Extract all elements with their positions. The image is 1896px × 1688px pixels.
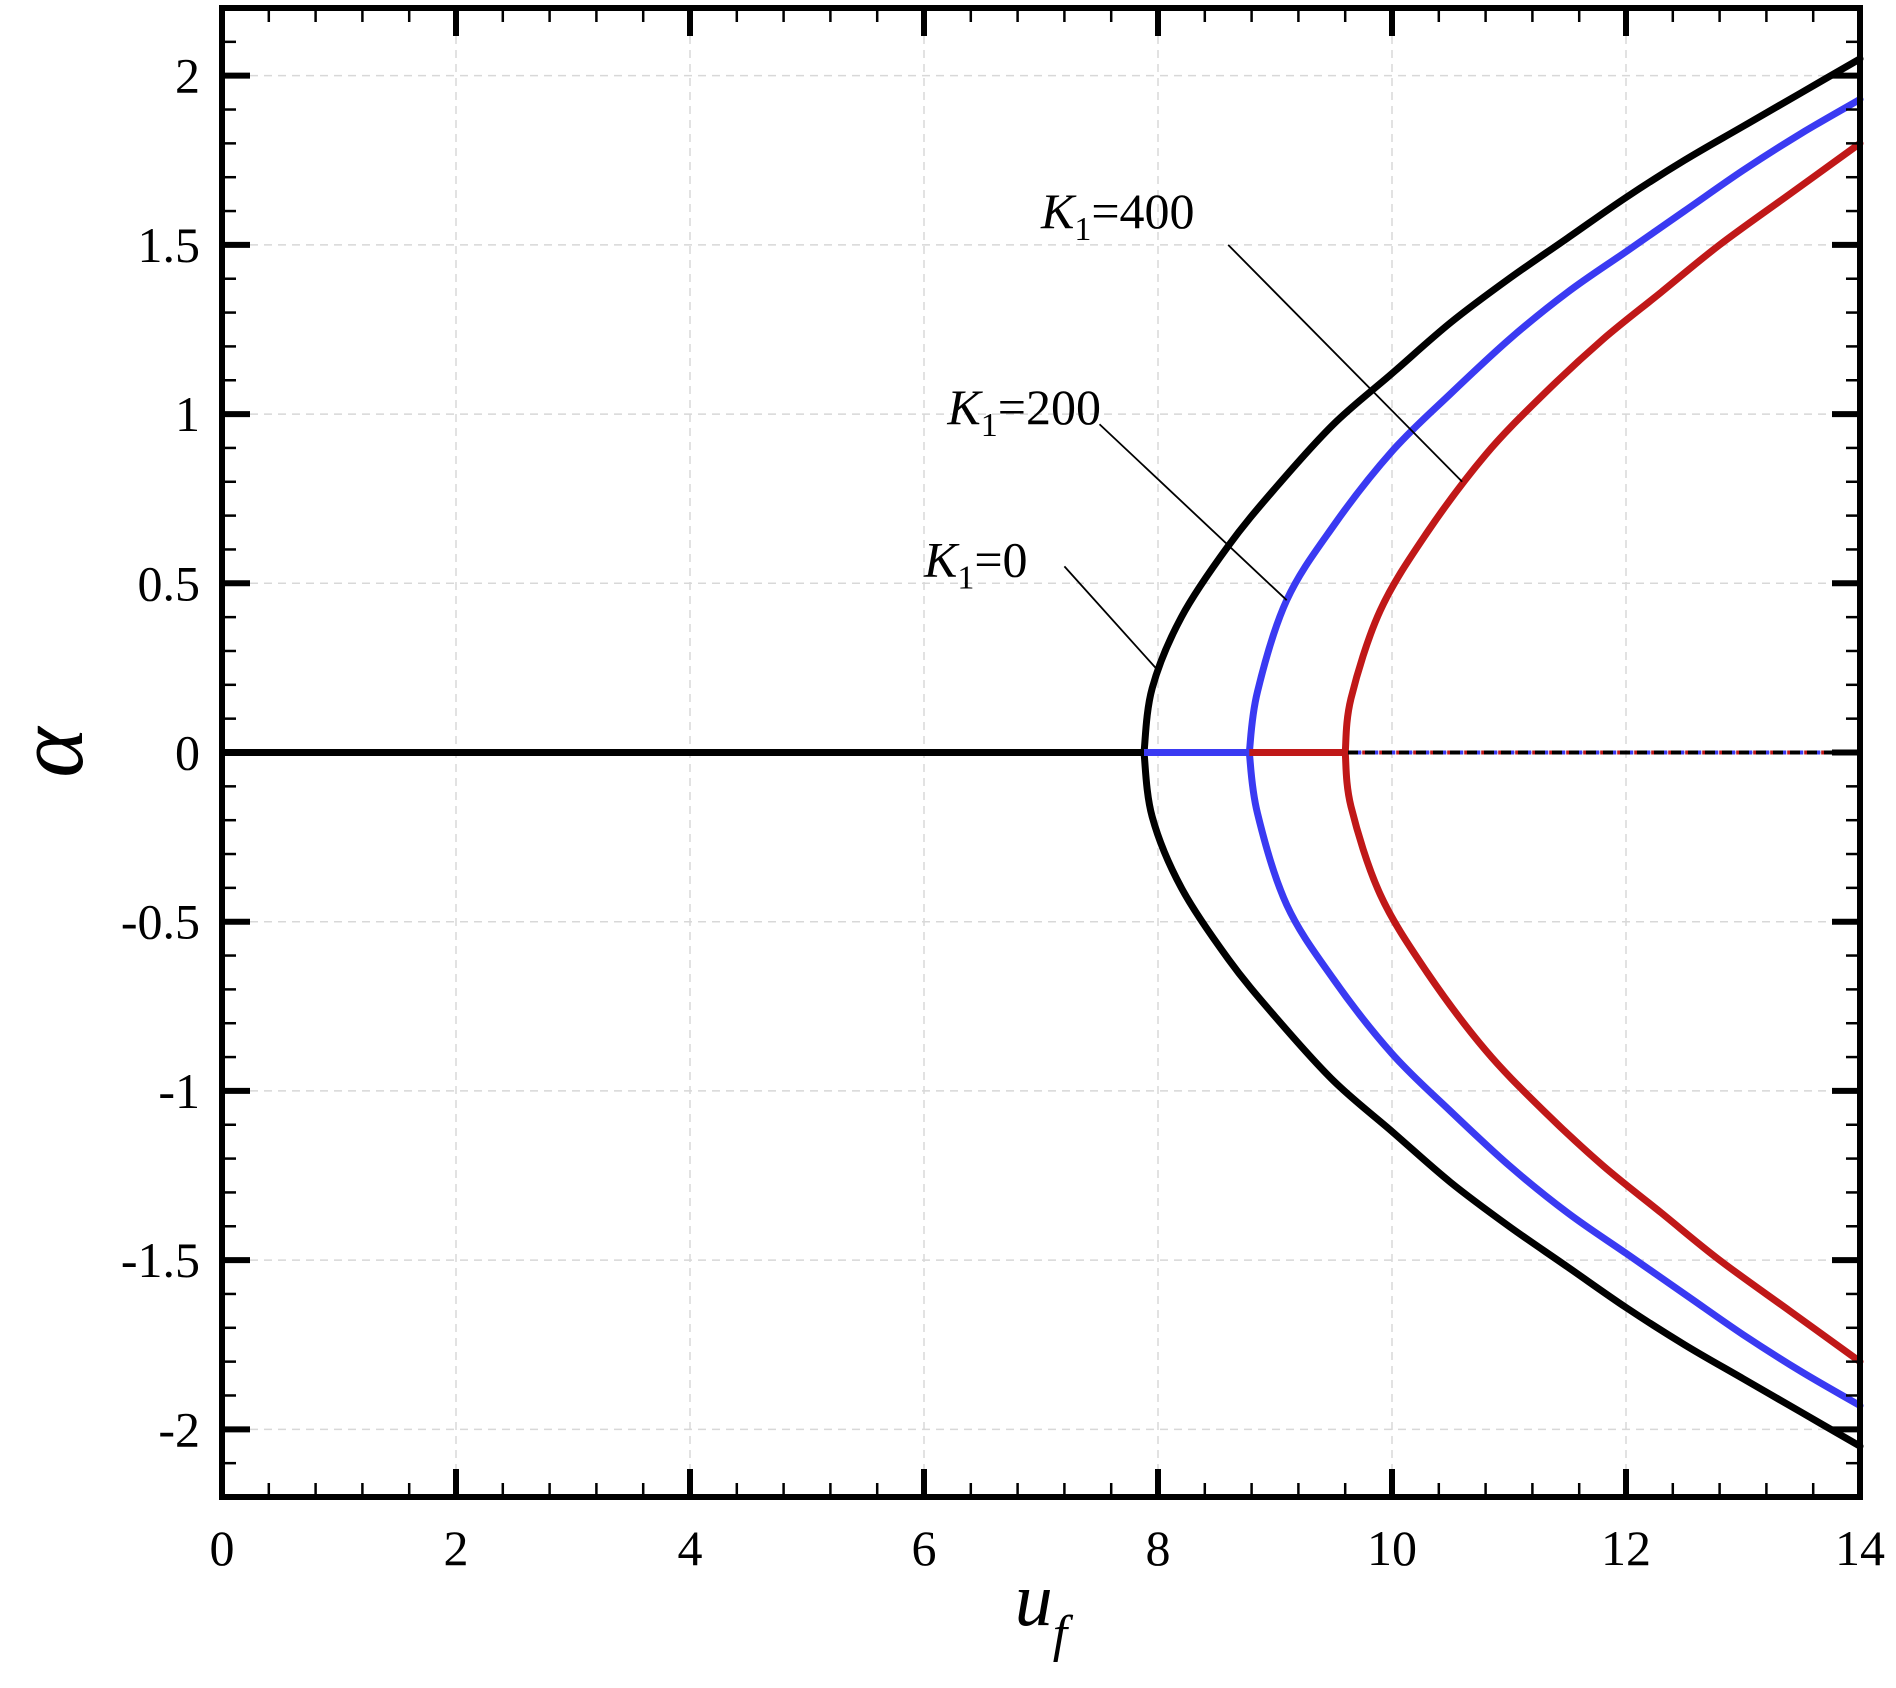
series-k0-upper-branch [1140,55,1864,756]
series-layer [222,55,1864,1450]
annotation-leader-k400 [1227,244,1463,483]
x-tick-label: 6 [912,1520,937,1576]
y-tick-label: -1 [158,1063,200,1119]
x-tick-label: 8 [1146,1520,1171,1576]
y-tick-label: -2 [158,1401,200,1457]
annotation-leader-k200 [1098,423,1288,601]
x-tick-label: 10 [1367,1520,1417,1576]
annotation-label-k0: K1=0 [923,532,1028,597]
y-axis-label: α [0,726,103,778]
series-k400-lower-branch [1341,749,1864,1366]
y-tick-label: 0 [175,725,200,781]
x-tick-label: 14 [1835,1520,1885,1576]
y-tick-label: -0.5 [121,894,200,950]
series-k400-upper-branch [1341,139,1864,756]
x-tick-label: 2 [444,1520,469,1576]
annotation-leader-k0 [1063,565,1157,669]
ticks: 0 2 4 6 8 10 12 14 -2 -1.5 -1 -0.5 0 0.5 1 1.5 2 [121,6,1885,1576]
y-tick-label: -1.5 [121,1232,200,1288]
y-tick-label: 0.5 [138,555,201,611]
annotation-label-k200: K1=200 [946,379,1101,444]
annotation-label-k400: K1=400 [1040,183,1195,248]
series-k0-lower-branch [1140,749,1864,1450]
annotations: K1=0 K1=200 K1=400 [923,183,1463,669]
y-tick-label: 1.5 [138,217,201,273]
x-axis-label: uf [1015,1558,1074,1663]
x-tick-label: 4 [678,1520,703,1576]
y-tick-label: 1 [175,386,200,442]
x-tick-label: 12 [1601,1520,1651,1576]
y-tick-label: 2 [175,48,200,104]
series-k200-upper-branch [1245,95,1864,756]
x-tick-label: 0 [210,1520,235,1576]
series-k200-lower-branch [1245,749,1864,1410]
